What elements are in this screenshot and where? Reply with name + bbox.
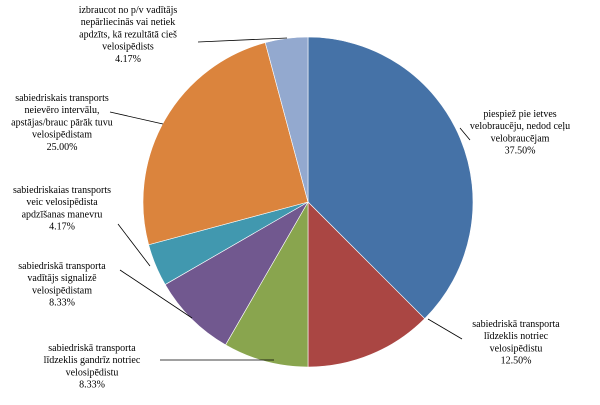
- slice-label-line: sabiedriskā transporta: [18, 261, 106, 272]
- slice-label-line: velobraucējam: [491, 133, 550, 144]
- slice-label-line: velosipēdistu: [66, 367, 119, 378]
- slice-label-line: apdzīšanas manevru: [22, 209, 103, 220]
- slice-label-line: velosipēdists: [102, 42, 154, 53]
- slice-label-7: izbraucot no p/v vadītājs nepārliecinās v…: [79, 5, 178, 65]
- leader-line-1: [459, 127, 471, 141]
- pie-slice-2: [307, 201, 426, 368]
- slice-label-line: līdzeklis notriec: [484, 331, 549, 342]
- pie-slice-1: [307, 36, 474, 320]
- slice-label-line: apstājas/brauc pārāk tuvu: [11, 117, 113, 128]
- slices-layer: [142, 36, 474, 368]
- slice-label-3: sabiedriskā transporta līdzeklis gandrīz …: [44, 343, 141, 391]
- slice-label-2: sabiedriskā transporta līdzeklis notriec v…: [472, 319, 560, 367]
- slice-label-line: sabiedriskaias transports: [13, 185, 111, 196]
- slice-label-line: veic velosipēdista: [26, 197, 98, 208]
- slice-label-1: piespiež pie ietves velobraucēju, nedod c…: [470, 109, 570, 157]
- slice-label-line: apdzīts, kā rezultātā cieš: [79, 29, 177, 40]
- slice-value-label: 4.17%: [49, 222, 75, 233]
- slice-value-label: 12.50%: [501, 356, 532, 367]
- slice-label-line: izbraucot no p/v vadītājs: [79, 5, 178, 16]
- slice-value-label: 4.17%: [115, 54, 141, 65]
- leader-line-5: [117, 223, 151, 267]
- slice-label-line: velosipēdistam: [32, 285, 92, 296]
- slice-label-line: sabiedriskā transporta: [472, 319, 560, 330]
- leader-line-6: [109, 111, 164, 125]
- slice-label-line: velosipēdistam: [32, 130, 92, 141]
- pie-slice-4: [164, 201, 309, 346]
- slice-label-line: velosipēdistu: [490, 343, 543, 354]
- slice-label-4: sabiedriskā transporta vadītājs signalizē…: [18, 261, 106, 309]
- slice-label-line: sabiedriskais transports: [15, 93, 109, 104]
- leader-line-7: [197, 37, 288, 43]
- slice-label-line: piespiež pie ietves: [483, 109, 556, 120]
- labels-layer: piespiež pie ietves velobraucēju, nedod c…: [11, 5, 570, 391]
- leader-line-4: [119, 269, 193, 319]
- slice-label-line: līdzeklis gandrīz notriec: [44, 355, 141, 366]
- slice-label-line: sabiedriskā transporta: [48, 343, 136, 354]
- slice-value-label: 37.50%: [505, 146, 536, 157]
- slice-label-line: velobraucēju, nedod ceļu: [470, 121, 570, 132]
- slice-label-line: nepārliecinās vai netiek: [81, 17, 175, 28]
- slice-value-label: 25.00%: [47, 142, 78, 153]
- leader-lines-layer: [109, 37, 471, 361]
- pie-slice-7: [264, 36, 309, 203]
- slice-value-label: 8.33%: [49, 298, 75, 309]
- leader-line-2: [427, 318, 463, 340]
- slice-label-5: sabiedriskaias transports veic velosipēdi…: [13, 185, 111, 233]
- slice-label-line: vadītājs signalizē: [27, 273, 97, 284]
- pie-slice-3: [225, 200, 309, 368]
- slice-label-line: neievēro intervālu,: [25, 105, 100, 116]
- pie-slice-6: [142, 42, 309, 246]
- slice-label-6: sabiedriskais transports neievēro intervā…: [11, 93, 113, 153]
- slice-value-label: 8.33%: [79, 380, 105, 391]
